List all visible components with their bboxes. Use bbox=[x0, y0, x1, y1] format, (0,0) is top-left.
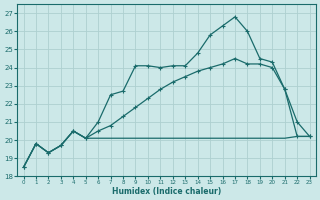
X-axis label: Humidex (Indice chaleur): Humidex (Indice chaleur) bbox=[112, 187, 221, 196]
